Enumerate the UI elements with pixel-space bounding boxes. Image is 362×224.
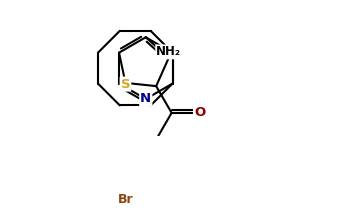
Text: O: O xyxy=(194,106,205,119)
Text: N: N xyxy=(140,93,151,106)
Text: NH₂: NH₂ xyxy=(156,45,181,58)
Text: Br: Br xyxy=(118,193,133,206)
Text: S: S xyxy=(121,78,130,90)
